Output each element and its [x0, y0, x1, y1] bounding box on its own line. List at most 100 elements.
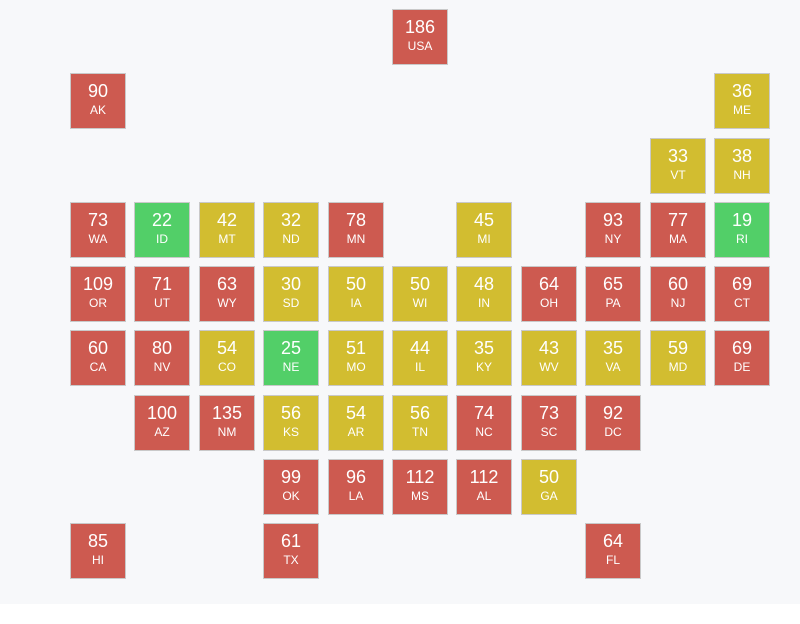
tile-abbreviation: HI [92, 553, 104, 567]
tile-ks[interactable]: 56 KS [263, 395, 319, 451]
tile-wa[interactable]: 73 WA [70, 202, 126, 258]
tile-abbreviation: DC [604, 425, 622, 439]
tile-la[interactable]: 96 LA [328, 459, 384, 515]
tile-value: 96 [345, 467, 367, 487]
tile-mt[interactable]: 42 MT [199, 202, 255, 258]
tile-ca[interactable]: 60 CA [70, 330, 126, 386]
tile-value: 35 [602, 338, 624, 358]
tile-value: 100 [146, 403, 178, 423]
tile-ct[interactable]: 69 CT [714, 266, 770, 322]
tile-me[interactable]: 36 ME [714, 73, 770, 129]
tile-value: 50 [538, 467, 560, 487]
tile-abbreviation: AK [89, 103, 106, 117]
tile-ar[interactable]: 54 AR [328, 395, 384, 451]
tile-il[interactable]: 44 IL [392, 330, 448, 386]
tile-abbreviation: MI [477, 232, 491, 246]
tile-value: 78 [345, 210, 367, 230]
tile-value: 99 [280, 467, 302, 487]
tile-abbreviation: WA [88, 232, 108, 246]
tile-abbreviation: TN [412, 425, 428, 439]
tile-abbreviation: ID [156, 232, 168, 246]
tile-va[interactable]: 35 VA [585, 330, 641, 386]
tile-value: 80 [151, 338, 173, 358]
tile-oh[interactable]: 64 OH [521, 266, 577, 322]
tile-value: 50 [409, 274, 431, 294]
tile-value: 60 [87, 338, 109, 358]
tile-value: 77 [667, 210, 689, 230]
tile-az[interactable]: 100 AZ [134, 395, 190, 451]
tile-value: 51 [345, 338, 367, 358]
tile-ga[interactable]: 50 GA [521, 459, 577, 515]
tile-value: 135 [211, 403, 243, 423]
tile-mn[interactable]: 78 MN [328, 202, 384, 258]
tile-abbreviation: MO [346, 360, 366, 374]
tile-nd[interactable]: 32 ND [263, 202, 319, 258]
tile-wy[interactable]: 63 WY [199, 266, 255, 322]
tile-nv[interactable]: 80 NV [134, 330, 190, 386]
tile-grid-map: 186 USA 90 AK 36 ME 33 VT 38 NH 73 WA 22 ID 42 MT 32 ND 78… [70, 9, 770, 579]
tile-wv[interactable]: 43 WV [521, 330, 577, 386]
tile-ma[interactable]: 77 MA [650, 202, 706, 258]
tile-abbreviation: AL [476, 489, 492, 503]
tile-wi[interactable]: 50 WI [392, 266, 448, 322]
tile-value: 43 [538, 338, 560, 358]
tile-ms[interactable]: 112 MS [392, 459, 448, 515]
tile-co[interactable]: 54 CO [199, 330, 255, 386]
tile-abbreviation: MN [346, 232, 366, 246]
tile-md[interactable]: 59 MD [650, 330, 706, 386]
tile-abbreviation: MA [669, 232, 687, 246]
tile-value: 64 [538, 274, 560, 294]
tile-ri[interactable]: 19 RI [714, 202, 770, 258]
tile-mi[interactable]: 45 MI [456, 202, 512, 258]
tile-ok[interactable]: 99 OK [263, 459, 319, 515]
tile-dc[interactable]: 92 DC [585, 395, 641, 451]
tile-value: 59 [667, 338, 689, 358]
tile-abbreviation: GA [540, 489, 558, 503]
tile-pa[interactable]: 65 PA [585, 266, 641, 322]
tile-hi[interactable]: 85 HI [70, 523, 126, 579]
tile-usa[interactable]: 186 USA [392, 9, 448, 65]
tile-ny[interactable]: 93 NY [585, 202, 641, 258]
tile-fl[interactable]: 64 FL [585, 523, 641, 579]
tile-ak[interactable]: 90 AK [70, 73, 126, 129]
tile-abbreviation: CA [89, 360, 107, 374]
tile-sd[interactable]: 30 SD [263, 266, 319, 322]
tile-value: 36 [731, 81, 753, 101]
tile-or[interactable]: 109 OR [70, 266, 126, 322]
tile-tx[interactable]: 61 TX [263, 523, 319, 579]
tile-abbreviation: MD [668, 360, 688, 374]
tile-value: 73 [538, 403, 560, 423]
tile-value: 73 [87, 210, 109, 230]
tile-abbreviation: SC [540, 425, 558, 439]
tile-ia[interactable]: 50 IA [328, 266, 384, 322]
tile-abbreviation: ND [282, 232, 300, 246]
tile-ne[interactable]: 25 NE [263, 330, 319, 386]
tile-sc[interactable]: 73 SC [521, 395, 577, 451]
tile-value: 60 [667, 274, 689, 294]
tile-abbreviation: TX [283, 553, 299, 567]
tile-abbreviation: AZ [154, 425, 170, 439]
tile-abbreviation: NC [475, 425, 493, 439]
tile-in[interactable]: 48 IN [456, 266, 512, 322]
tile-id[interactable]: 22 ID [134, 202, 190, 258]
tile-nc[interactable]: 74 NC [456, 395, 512, 451]
tile-tn[interactable]: 56 TN [392, 395, 448, 451]
tile-vt[interactable]: 33 VT [650, 138, 706, 194]
tile-abbreviation: IL [414, 360, 425, 374]
tile-value: 186 [404, 17, 436, 37]
tile-al[interactable]: 112 AL [456, 459, 512, 515]
tile-abbreviation: IA [350, 296, 362, 310]
tile-abbreviation: KY [475, 360, 492, 374]
tile-nh[interactable]: 38 NH [714, 138, 770, 194]
tile-ut[interactable]: 71 UT [134, 266, 190, 322]
tile-value: 90 [87, 81, 109, 101]
tile-ky[interactable]: 35 KY [456, 330, 512, 386]
tile-value: 85 [87, 531, 109, 551]
tile-nm[interactable]: 135 NM [199, 395, 255, 451]
tile-nj[interactable]: 60 NJ [650, 266, 706, 322]
tile-mo[interactable]: 51 MO [328, 330, 384, 386]
tile-de[interactable]: 69 DE [714, 330, 770, 386]
tile-abbreviation: UT [154, 296, 170, 310]
tile-abbreviation: OH [540, 296, 558, 310]
tile-abbreviation: LA [348, 489, 364, 503]
